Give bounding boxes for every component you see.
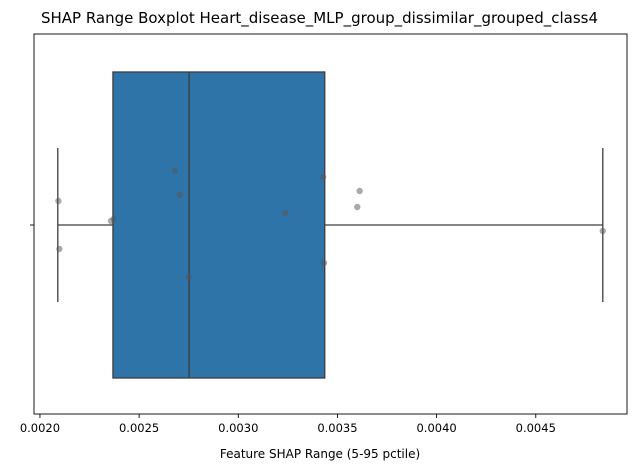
data-point-8 [319,173,327,181]
data-point-10 [354,203,361,211]
plot-area: 0.0020 0.0025 0.0030 0.0035 0.0040 0.0045 [20,33,628,435]
data-point-5 [176,191,183,199]
data-point-3 [110,215,117,223]
data-point-11 [356,187,363,195]
x-tick-label-1: 0.0025 [119,421,159,435]
data-point-4 [171,167,179,175]
data-point-6 [185,273,192,281]
x-axis-label: Feature SHAP Range (5-95 pctile) [220,447,420,461]
data-point-7 [282,209,289,217]
chart-title: SHAP Range Boxplot Heart_disease_MLP_gro… [41,9,598,28]
plot-frame [33,33,628,415]
x-tick-label-4: 0.0040 [416,421,456,435]
x-tick-label-3: 0.0035 [317,421,357,435]
x-tick-label-5: 0.0045 [516,421,556,435]
data-point-0 [55,197,62,205]
iqr-box [112,71,326,379]
x-tick-label-2: 0.0030 [218,421,258,435]
data-point-1 [56,245,63,253]
data-point-12 [599,227,607,235]
data-point-9 [320,259,328,267]
x-tick-label-0: 0.0020 [20,421,60,435]
